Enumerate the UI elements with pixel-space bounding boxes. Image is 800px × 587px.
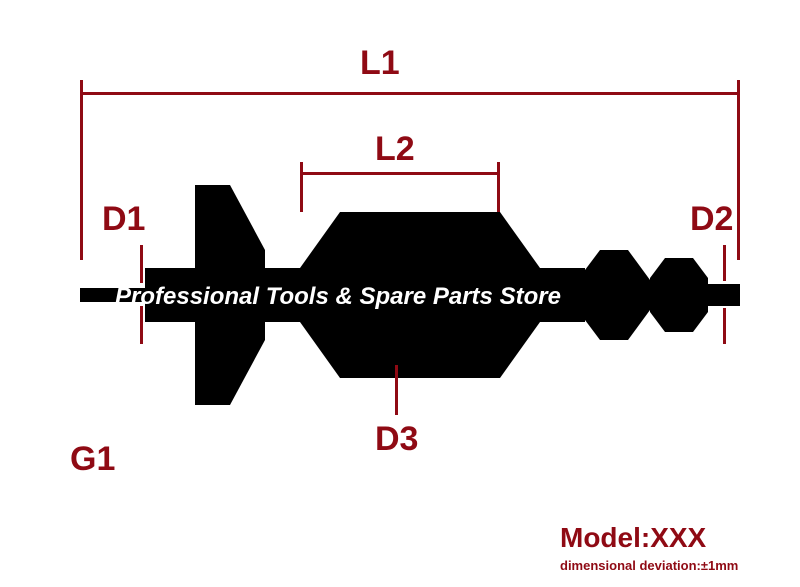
d3-ext — [395, 365, 398, 415]
d3-label: D3 — [375, 420, 418, 459]
l1-bar — [80, 92, 740, 95]
l1-ext-right — [737, 80, 740, 260]
l2-ext-left — [300, 162, 303, 212]
g1-label: G1 — [70, 440, 115, 479]
l1-ext-left — [80, 80, 83, 260]
l1-label: L1 — [360, 44, 400, 83]
d1-ext-top — [140, 245, 143, 283]
d1-ext-bot — [140, 306, 143, 344]
d1-label: D1 — [102, 200, 145, 239]
d2-label: D2 — [690, 200, 733, 239]
deviation-line: dimensional deviation:±1mm — [560, 558, 738, 573]
model-line: Model:XXX — [560, 522, 706, 554]
l2-ext-right — [497, 162, 500, 212]
d2-ext-bot — [723, 308, 726, 344]
watermark-text: Professional Tools & Spare Parts Store — [115, 283, 561, 311]
l2-label: L2 — [375, 130, 415, 169]
d2-ext-top — [723, 245, 726, 281]
l2-bar — [300, 172, 500, 175]
